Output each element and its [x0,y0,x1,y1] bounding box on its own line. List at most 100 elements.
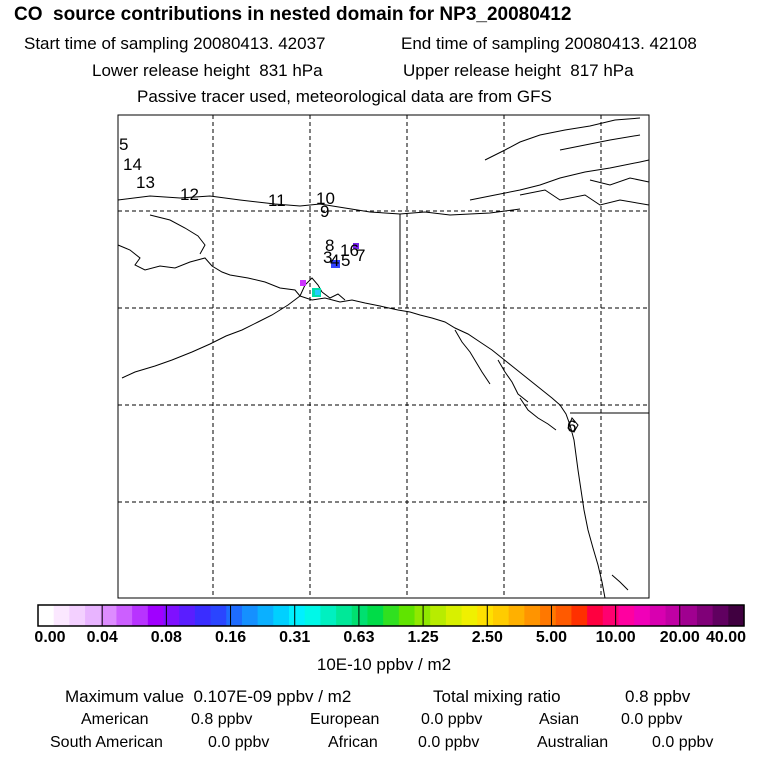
colorbar-units: 10E-10 ppbv / m2 [316,655,452,674]
colorbar-cell [367,605,384,626]
african-label: African [328,734,378,751]
plot-title: CO source contributions in nested domain… [14,4,572,25]
colorbar-cell [587,605,604,626]
european-label: European [310,711,380,728]
marker-label: 14 [123,155,142,174]
colorbar-cell [524,605,541,626]
colorbar-tick-label: 0.04 [86,629,118,646]
marker-label: 12 [180,185,199,204]
colorbar-cell [712,605,729,626]
colorbar-cell [555,605,573,626]
colorbar-tick-label: 0.00 [34,629,66,646]
source-cell [315,290,320,295]
colorbar-cell [179,605,196,626]
max-value-text: Maximum value 0.107E-09 ppbv / m2 [65,687,352,706]
colorbar-cell [383,605,400,626]
colorbar-tick-label: 2.50 [471,629,503,646]
colorbar-cell [38,605,55,626]
colorbar-cell [53,605,70,626]
colorbar-cell [398,605,416,626]
marker-label: 11 [268,191,286,210]
australian-label: Australian [537,734,609,751]
tracer-note-text: Passive tracer used, meteorological data… [137,87,552,106]
map-frame [117,114,650,599]
lower-release-text: Lower release height 831 hPa [92,61,323,80]
colorbar-tick-label: 0.08 [150,629,182,646]
south-american-label: South American [50,734,163,751]
marker-label: 3 [323,248,332,267]
total-mixing-label: Total mixing ratio [433,687,561,706]
colorbar-cell [147,605,165,626]
marker-label: 5 [341,251,350,270]
colorbar-cell [618,605,635,626]
colorbar-cell [461,605,478,626]
colorbar-cell [69,605,86,626]
colorbar-cell [289,605,306,626]
colorbar-cell [241,605,259,626]
colorbar-cell [634,605,651,626]
colorbar-tick-label: 5.00 [535,629,568,646]
marker-label: 16 [340,241,359,260]
american-value: 0.8 ppbv [191,711,253,728]
colorbar-cell [320,605,337,626]
marker-label: 10 [316,189,335,208]
colorbar-cell [665,605,682,626]
american-label: American [81,711,149,728]
marker-label: 5 [119,135,128,154]
colorbar-cell [696,605,714,626]
source-cell [300,280,306,286]
colorbar-cell [163,605,180,626]
colorbar-tick-label: 40.00 [705,629,747,646]
colorbar-tick-label: 0.63 [343,629,375,646]
colorbar-cell [445,605,463,626]
source-cell [331,260,340,268]
asian-value: 0.0 ppbv [621,711,683,728]
colorbar-cell [85,605,102,626]
colorbar-cell [681,605,698,626]
colorbar-cell [540,605,557,626]
marker-label: 4 [330,251,339,270]
colorbar-cell [351,605,369,626]
colorbar-cell [492,605,510,626]
total-mixing-value: 0.8 ppbv [625,687,691,706]
colorbar-tick-label: 1.25 [407,629,439,646]
marker-label: 13 [136,173,155,192]
colorbar-cell [508,605,525,626]
colorbar-cell [602,605,620,626]
marker-label: 7 [356,246,365,265]
marker-label: 8 [325,236,334,255]
south-american-value: 0.0 ppbv [208,734,270,751]
marker-label: 6 [567,417,576,436]
colorbar-cell [336,605,353,626]
colorbar-cell [100,605,118,626]
colorbar-cell [273,605,290,626]
african-value: 0.0 ppbv [418,734,480,751]
european-value: 0.0 ppbv [421,711,483,728]
colorbar-cell [649,605,667,626]
colorbar-cell [477,605,494,626]
trajectory-labels: 5 14 13 12 11 10 9 8 16 7 3 4 5 6 [119,135,576,436]
colorbar-tick-label: 10.00 [595,629,636,646]
australian-value: 0.0 ppbv [652,734,714,751]
colorbar-cell [304,605,321,626]
colorbar-cell [728,605,745,626]
colorbar-tick-label: 20.00 [659,629,700,646]
colorbar-cell [226,605,243,626]
colorbar-cell [571,605,588,626]
colorbar-cell [210,605,227,626]
colorbar-tick-label: 0.16 [214,629,247,646]
colorbar-tick-label: 0.31 [279,629,311,646]
marker-label: 9 [320,202,329,221]
coastlines [117,117,650,599]
source-cell [353,243,359,249]
colorbar-cell [257,605,274,626]
asian-label: Asian [539,711,580,728]
upper-release-text: Upper release height 817 hPa [403,61,634,80]
start-time-text: Start time of sampling 20080413. 42037 [24,34,326,53]
colorbar-cell [430,605,447,626]
colorbar-cell [194,605,212,626]
end-time-text: End time of sampling 20080413. 42108 [401,34,697,53]
colorbar-cell [116,605,133,626]
